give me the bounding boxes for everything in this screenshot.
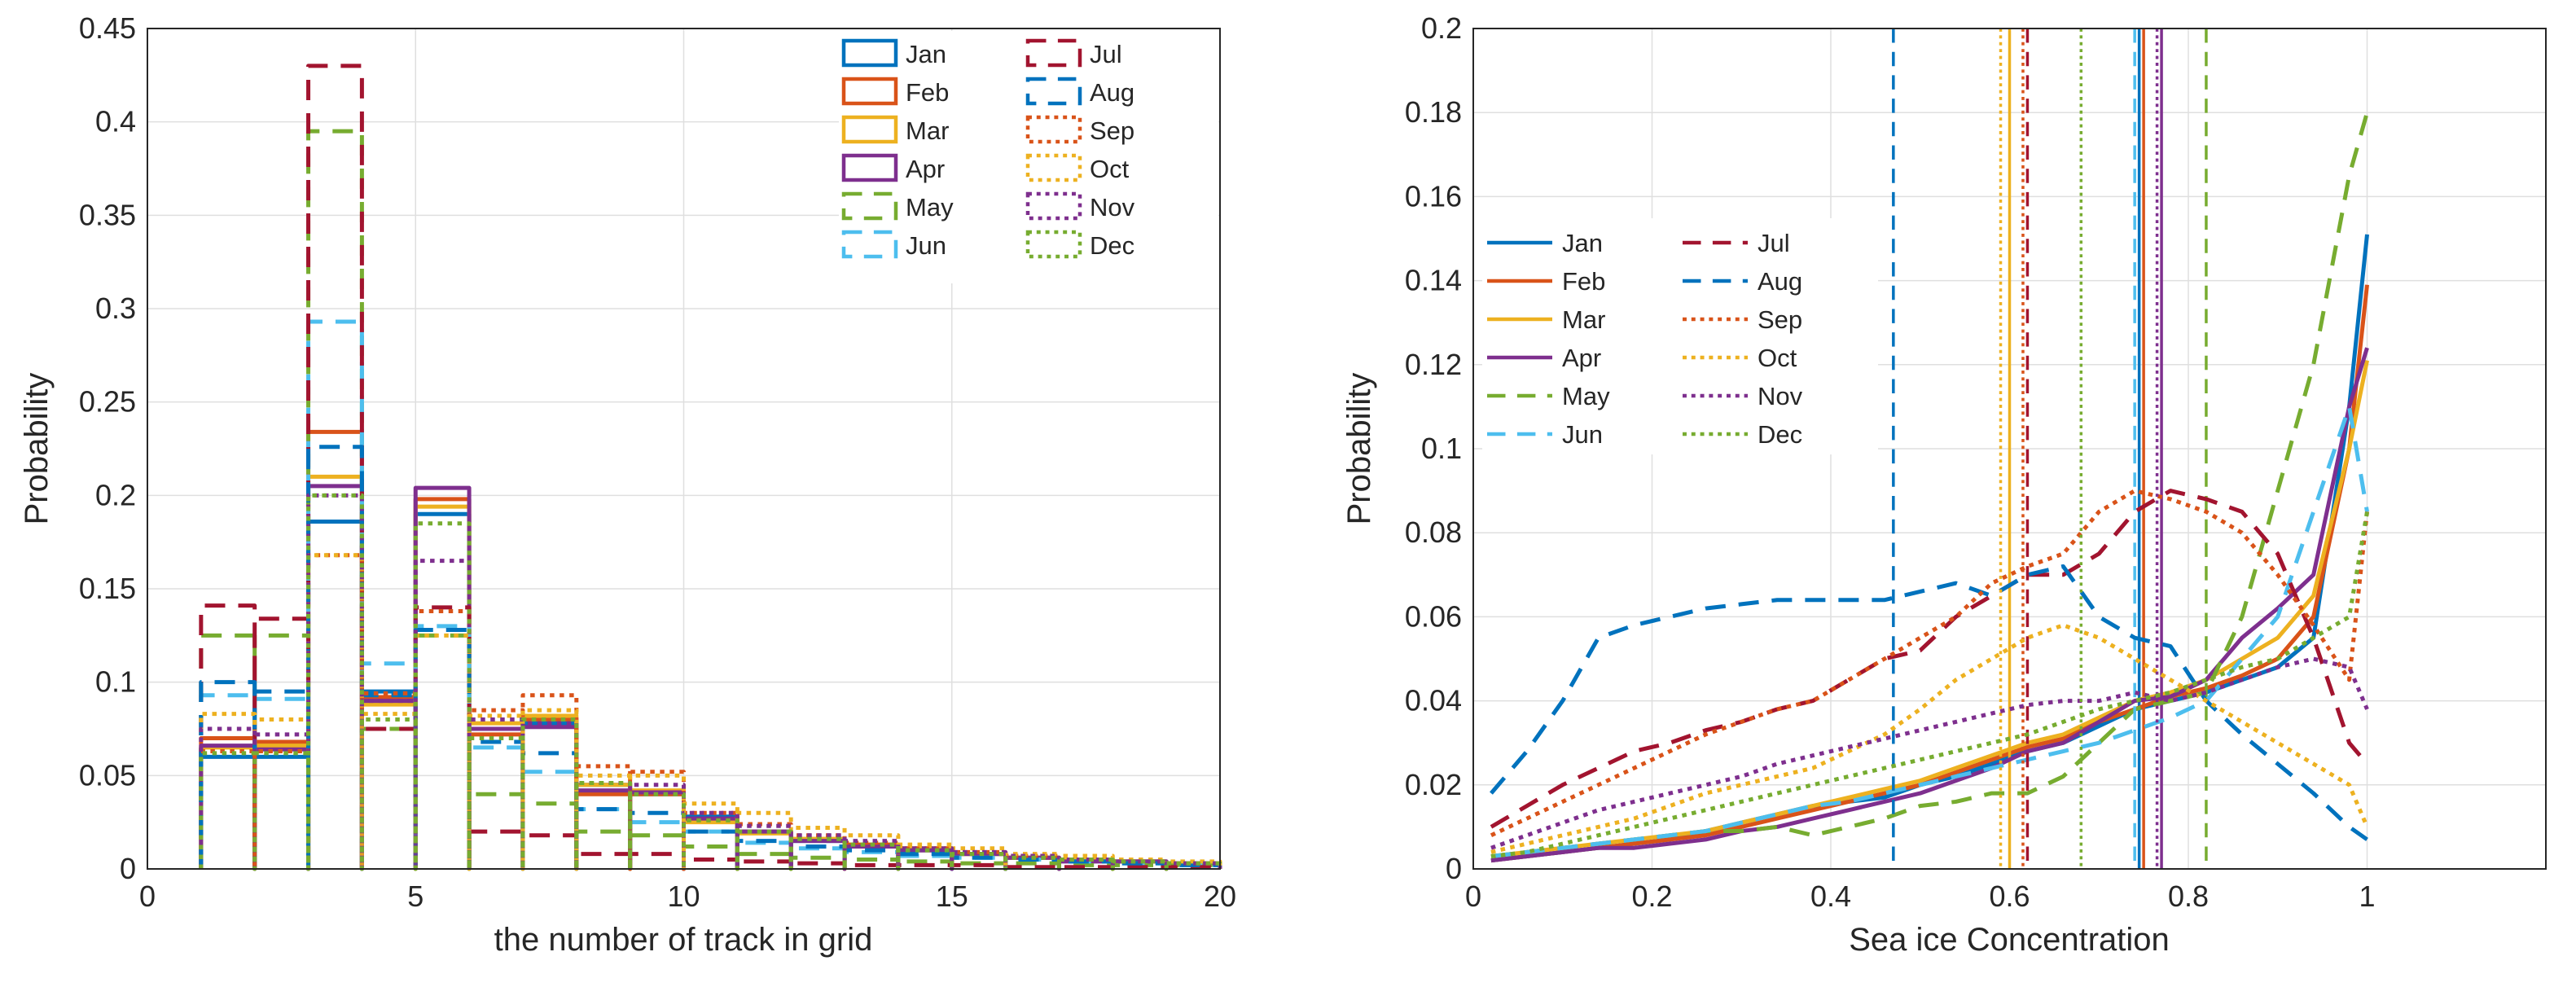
right-y-tick-label: 0.08 <box>1405 515 1462 549</box>
legend-swatch-oct <box>1025 153 1082 182</box>
right-y-tick-label: 0.12 <box>1405 348 1462 381</box>
left-y-tick-label: 0.4 <box>95 105 136 138</box>
legend-label-apr: Apr <box>1562 344 1601 372</box>
right-y-tick-label: 0.06 <box>1405 599 1462 633</box>
series-apr <box>1490 347 2369 863</box>
left-y-tick-label: 0.45 <box>79 11 136 45</box>
legend-label-jul: Jul <box>1090 40 1122 68</box>
left-legend: Jan Feb Mar Apr May Jun Jul Aug Sep Oct Nov Dec <box>839 31 1218 283</box>
right-tick-labels: 0 0.2 0.4 0.6 0.8 1 0 0.02 0.04 0.06 0.08 0.1 0.12 0.… <box>1405 11 2376 913</box>
series-feb <box>1490 284 2369 863</box>
left-y-tick-label: 0.35 <box>79 198 136 231</box>
legend-swatch-mar <box>841 115 898 144</box>
series-nov <box>199 493 1222 871</box>
legend-label-feb: Feb <box>906 78 949 107</box>
left-y-tick-label: 0.05 <box>79 758 136 792</box>
legend-label-apr: Apr <box>906 155 945 183</box>
legend-swatch-jan <box>841 38 898 68</box>
right-legend-box <box>1482 218 1878 454</box>
left-y-tick-label: 0.3 <box>95 292 136 325</box>
right-y-tick-label: 0.18 <box>1405 95 1462 129</box>
left-series-group <box>199 64 1222 871</box>
right-x-tick-label: 0.2 <box>1631 880 1672 913</box>
legend-label-jan: Jan <box>1562 229 1603 257</box>
legend-label-oct: Oct <box>1090 155 1130 183</box>
left-tick-labels: 0 5 10 15 20 0 0.05 0.1 0.15 0.2 0.25 0.3 0.35 0.4 0.4… <box>79 11 1236 913</box>
legend-swatch-jul <box>1025 38 1082 68</box>
legend-label-sep: Sep <box>1090 116 1134 145</box>
legend-label-may: May <box>1562 382 1610 410</box>
right-plot-frame <box>1472 28 2547 870</box>
left-y-tick-label: 0 <box>120 852 136 885</box>
right-legend: Jan Feb Mar Apr May Jun Jul Aug Sep Oct Nov Dec <box>1482 218 1878 454</box>
left-x-tick-label: 20 <box>1204 880 1236 913</box>
legend-label-aug: Aug <box>1090 78 1134 107</box>
series-nov <box>1490 656 2369 850</box>
left-x-tick-label: 10 <box>667 880 700 913</box>
left-y-tick-label: 0.25 <box>79 385 136 419</box>
left-plot-frame <box>147 28 1221 870</box>
legend-swatch-nov <box>1025 191 1082 221</box>
right-y-tick-label: 0 <box>1446 852 1462 885</box>
right-y-tick-label: 0.04 <box>1405 684 1462 717</box>
right-y-tick-label: 0.1 <box>1421 432 1462 465</box>
legend-swatch-jun <box>841 230 898 259</box>
series-feb <box>199 429 1222 871</box>
left-y-axis-label: Probability <box>19 373 55 525</box>
left-y-tick-label: 0.1 <box>95 665 136 699</box>
legend-label-jul: Jul <box>1758 229 1790 257</box>
histogram-chart: 0 5 10 15 20 0 0.05 0.1 0.15 0.2 0.25 0.3 0.35 0.4 0.4… <box>19 11 1236 958</box>
series-aug <box>1490 564 2368 841</box>
legend-label-sep: Sep <box>1758 305 1802 334</box>
series-jun <box>1490 404 2369 859</box>
line-chart: 0 0.2 0.4 0.6 0.8 1 0 0.02 0.04 0.06 0.08 0.1 0.12 0.… <box>1341 11 2547 958</box>
legend-label-dec: Dec <box>1090 231 1134 260</box>
right-x-tick-label: 1 <box>2359 880 2375 913</box>
left-x-axis-label: the number of track in grid <box>494 922 873 958</box>
legend-swatch-may <box>841 191 898 221</box>
series-jul <box>1490 489 2369 829</box>
legend-label-may: May <box>906 193 954 222</box>
legend-label-mar: Mar <box>906 116 949 145</box>
right-x-tick-label: 0.4 <box>1810 880 1851 913</box>
right-x-tick-label: 0 <box>1465 880 1481 913</box>
legend-label-aug: Aug <box>1758 267 1802 296</box>
series-dec <box>199 493 1222 871</box>
series-mar <box>199 474 1222 871</box>
legend-label-dec: Dec <box>1758 420 1802 449</box>
left-y-tick-label: 0.2 <box>95 478 136 511</box>
right-x-tick-label: 0.6 <box>1989 880 2030 913</box>
legend-swatch-dec <box>1025 230 1082 259</box>
left-x-tick-label: 0 <box>139 880 156 913</box>
right-y-axis-label: Probability <box>1341 373 1377 525</box>
legend-label-jan: Jan <box>906 40 946 68</box>
legend-label-jun: Jun <box>906 231 946 260</box>
series-jan <box>199 511 1222 871</box>
legend-label-mar: Mar <box>1562 305 1605 334</box>
legend-label-feb: Feb <box>1562 267 1605 296</box>
right-y-tick-label: 0.2 <box>1421 11 1462 45</box>
legend-swatch-aug <box>1025 77 1082 106</box>
right-x-tick-label: 0.8 <box>2168 880 2209 913</box>
legend-label-jun: Jun <box>1562 420 1603 449</box>
legend-swatch-sep <box>1025 115 1082 144</box>
left-y-tick-label: 0.15 <box>79 572 136 605</box>
legend-label-oct: Oct <box>1758 344 1797 372</box>
left-x-tick-label: 15 <box>936 880 968 913</box>
right-y-tick-label: 0.14 <box>1405 264 1462 297</box>
right-x-axis-label: Sea ice Concentration <box>1849 922 2170 958</box>
series-oct <box>1490 623 2369 854</box>
legend-swatch-apr <box>841 153 898 182</box>
series-aug <box>199 445 1222 871</box>
right-y-tick-label: 0.16 <box>1405 179 1462 213</box>
right-series-group <box>1490 29 2369 869</box>
legend-swatch-feb <box>841 77 898 106</box>
legend-label-nov: Nov <box>1758 382 1803 410</box>
right-y-tick-label: 0.02 <box>1405 768 1462 801</box>
series-jun <box>199 319 1222 871</box>
left-x-tick-label: 5 <box>407 880 423 913</box>
legend-label-nov: Nov <box>1090 193 1135 222</box>
